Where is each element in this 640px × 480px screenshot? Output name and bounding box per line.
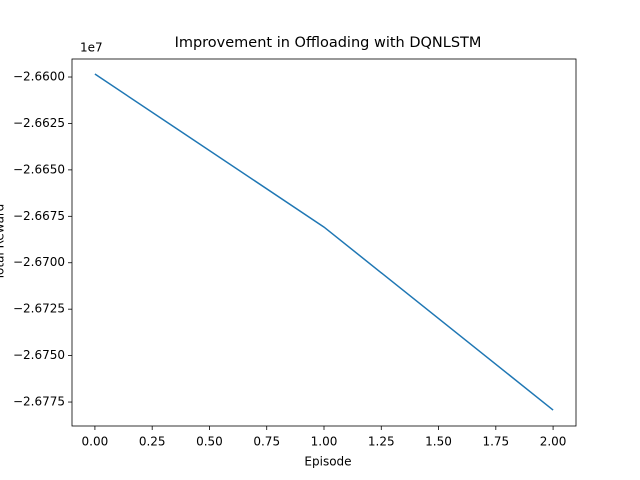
x-tick-label: 1.00 bbox=[311, 435, 338, 449]
y-offset-label: 1e7 bbox=[80, 41, 103, 55]
y-tick-label: −2.6750 bbox=[13, 348, 65, 362]
plot-frame bbox=[71, 58, 577, 427]
chart-title: Improvement in Offloading with DQNLSTM bbox=[175, 35, 482, 51]
x-tick-label: 1.75 bbox=[482, 435, 509, 449]
y-tick-label: −2.6775 bbox=[13, 395, 65, 409]
y-tick-label: −2.6600 bbox=[13, 70, 65, 84]
y-tick-label: −2.6625 bbox=[13, 116, 65, 130]
y-tick-label: −2.6700 bbox=[13, 255, 65, 269]
x-tick-label: 1.50 bbox=[425, 435, 452, 449]
y-tick-label: −2.6725 bbox=[13, 302, 65, 316]
y-axis-label: Total Reward bbox=[0, 204, 7, 282]
x-axis-label: Episode bbox=[304, 455, 351, 469]
x-tick-label: 0.75 bbox=[253, 435, 280, 449]
y-tick-label: −2.6675 bbox=[13, 209, 65, 223]
x-tick-label: 0.25 bbox=[139, 435, 166, 449]
data-line bbox=[94, 73, 554, 411]
y-tick-label: −2.6650 bbox=[13, 162, 65, 176]
x-tick-label: 0.00 bbox=[82, 435, 109, 449]
x-tick-label: 2.00 bbox=[540, 435, 567, 449]
x-tick-label: 0.50 bbox=[196, 435, 223, 449]
x-tick-label: 1.25 bbox=[368, 435, 395, 449]
